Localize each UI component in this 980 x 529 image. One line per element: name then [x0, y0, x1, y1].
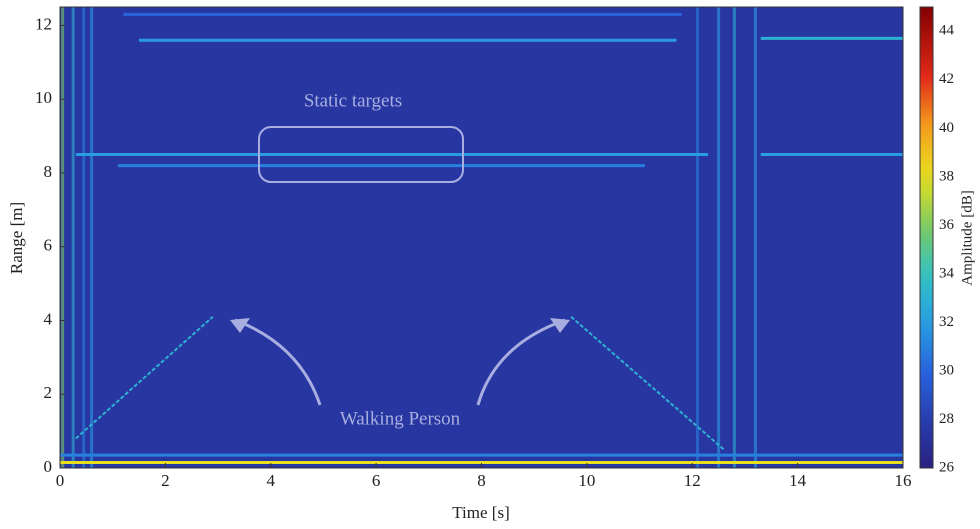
colorbar-tick-label: 36	[939, 217, 955, 233]
colorbar-tick-label: 38	[939, 168, 954, 184]
y-axis-label: Range [m]	[7, 202, 26, 274]
colorbar-tick-label: 44	[939, 23, 955, 39]
colorbar-tick-label: 40	[939, 120, 954, 136]
colorbar-tick-label: 26	[939, 459, 955, 475]
arrow-head	[550, 318, 570, 333]
x-tick-label: 16	[895, 471, 912, 490]
x-tick-label: 12	[684, 471, 701, 490]
x-tick-label: 2	[161, 471, 170, 490]
arrow-head	[230, 318, 250, 333]
colorbar	[919, 6, 934, 469]
annotations: Static targets Walking Person	[230, 90, 570, 429]
x-tick-label: 4	[267, 471, 276, 490]
x-tick-label: 0	[56, 471, 65, 490]
plot-frame	[59, 6, 904, 469]
y-tick-label: 10	[35, 88, 52, 107]
colorbar-tick-label: 32	[939, 314, 954, 330]
x-tick-label: 10	[578, 471, 595, 490]
colorbar-tick-label: 30	[939, 362, 954, 378]
arrow	[476, 318, 566, 406]
y-tick-label: 0	[44, 457, 53, 476]
x-tick-label: 6	[372, 471, 381, 490]
plot-area	[60, 7, 903, 468]
colorbar-tick-label: 28	[939, 411, 954, 427]
heatmap-background	[60, 7, 903, 468]
y-tick-label: 6	[44, 236, 53, 255]
annotation: Static targets	[304, 90, 402, 111]
y-tick-label: 4	[44, 309, 53, 328]
colorbar-tick-label: 42	[939, 71, 954, 87]
arrow	[234, 318, 322, 406]
colorbar-tick-label: 34	[939, 265, 955, 281]
x-tick-label: 14	[789, 471, 807, 490]
annotation-box	[258, 126, 464, 183]
x-axis-label: Time [s]	[452, 503, 509, 522]
person-trace	[570, 316, 725, 451]
y-tick-label: 8	[44, 162, 53, 181]
colorbar-label: Amplitude [dB]	[959, 190, 975, 285]
y-tick-label: 12	[35, 14, 52, 33]
person-trace	[75, 316, 214, 440]
y-tick-label: 2	[44, 383, 53, 402]
x-tick-label: 8	[477, 471, 486, 490]
annotation: Walking Person	[340, 408, 461, 429]
